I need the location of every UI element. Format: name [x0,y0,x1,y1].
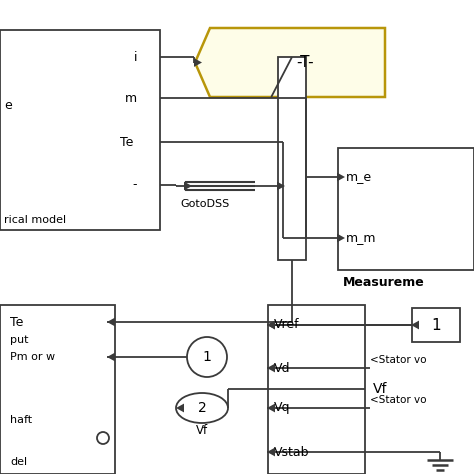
Polygon shape [107,353,115,361]
Bar [0,305,115,474]
Text: 1: 1 [431,318,441,332]
Polygon shape [195,28,385,97]
Polygon shape [267,447,275,456]
Text: Vq: Vq [274,401,291,414]
Text: put: put [10,335,28,345]
Polygon shape [277,182,285,191]
Polygon shape [337,173,345,182]
Polygon shape [194,58,202,67]
Text: Pm or w: Pm or w [10,352,55,362]
Polygon shape [267,364,275,373]
Bar [412,308,460,342]
Polygon shape [267,403,275,412]
Text: m_m: m_m [346,231,376,245]
Bar [338,148,474,270]
Polygon shape [176,403,184,412]
Polygon shape [337,234,345,242]
Polygon shape [411,320,419,329]
Circle shape [187,337,227,377]
Text: 2: 2 [198,401,206,415]
Circle shape [97,432,109,444]
Polygon shape [267,320,275,329]
Text: Vd: Vd [274,362,291,374]
Text: m: m [125,91,137,104]
Bar [268,305,365,474]
Text: Te: Te [119,136,133,148]
Text: Te: Te [10,316,23,328]
Text: Measureme: Measureme [343,276,425,290]
Text: Vref: Vref [274,319,300,331]
Text: -: - [133,179,137,191]
Text: <Stator vo: <Stator vo [370,355,427,365]
Text: rical model: rical model [4,215,66,225]
Text: <Stator vo: <Stator vo [370,395,427,405]
Polygon shape [267,320,275,329]
Bar [0,30,160,230]
Polygon shape [107,318,115,327]
Text: haft: haft [10,415,32,425]
Polygon shape [184,182,192,191]
Text: 1: 1 [202,350,211,364]
Text: GotoDSS: GotoDSS [181,199,229,209]
Text: i: i [134,51,137,64]
Bar [278,57,306,260]
Text: m_e: m_e [346,171,372,183]
Ellipse shape [176,393,228,423]
Text: e: e [4,99,12,111]
Text: Vf: Vf [373,382,388,396]
Text: Vf: Vf [196,425,208,438]
Text: Vstab: Vstab [274,446,310,458]
Text: del: del [10,457,27,467]
Text: -T-: -T- [297,55,314,70]
